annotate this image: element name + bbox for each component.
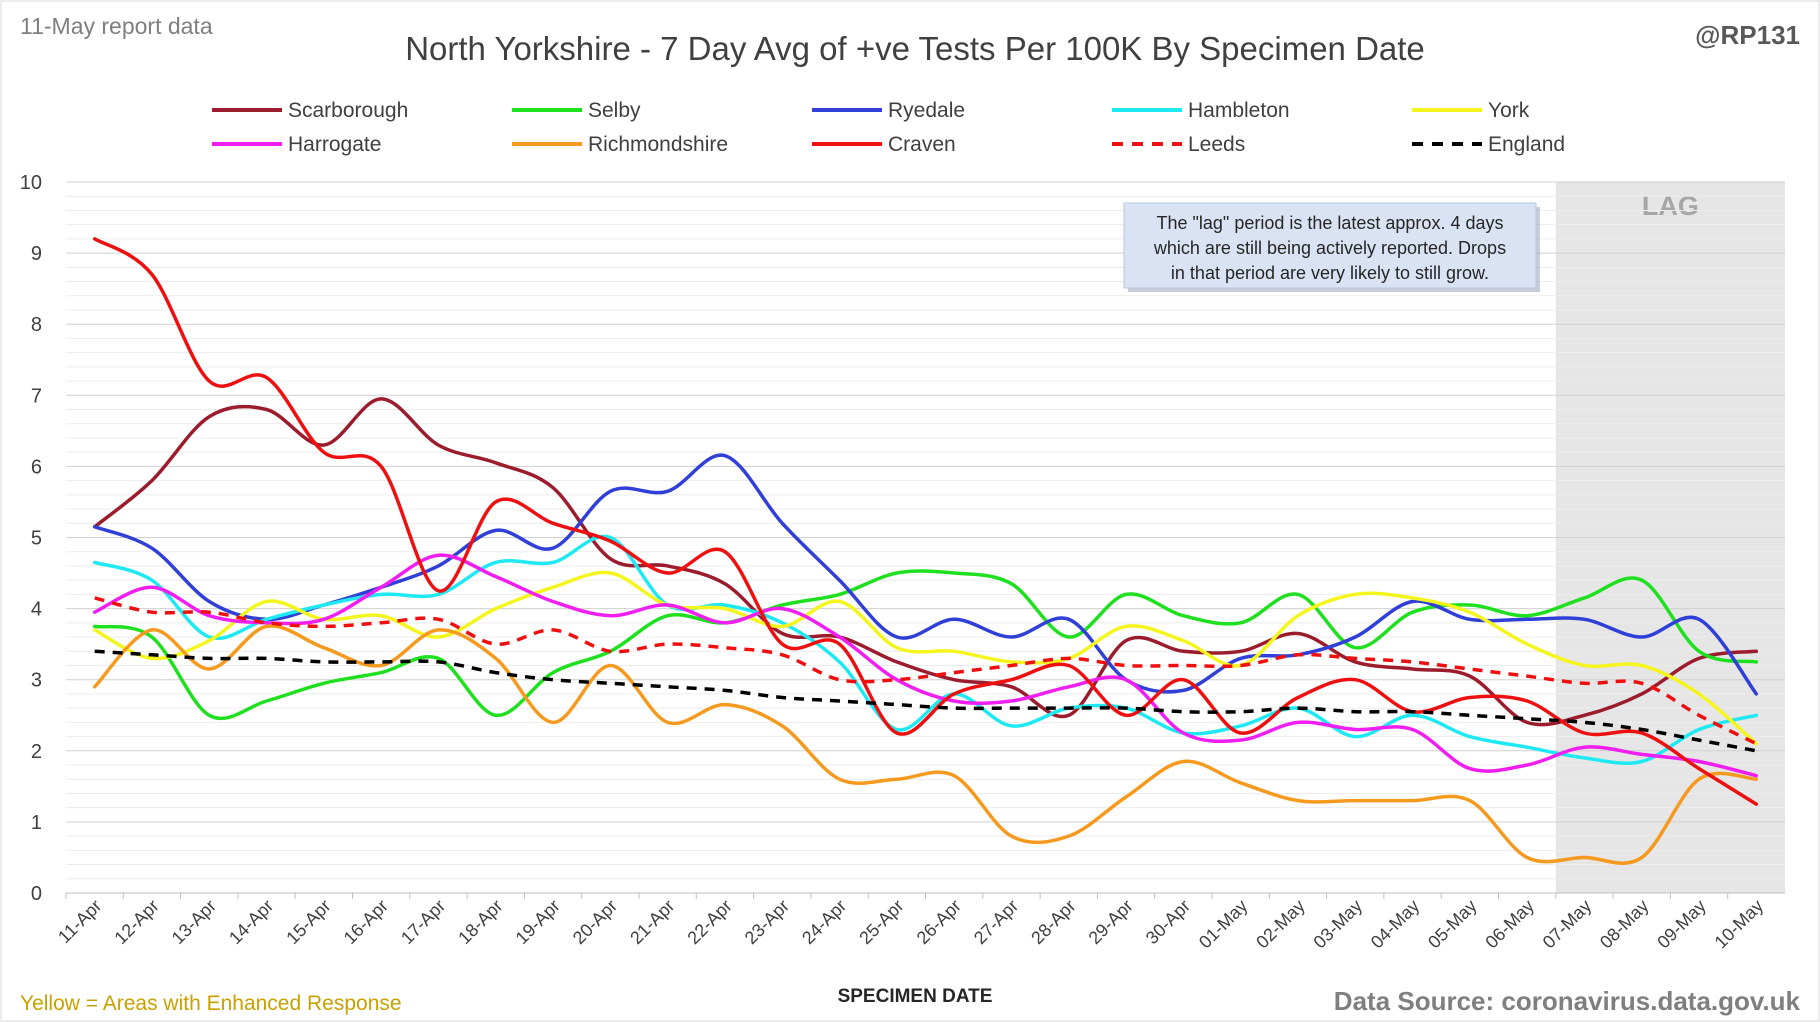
series-line-hambleton bbox=[92, 534, 1759, 766]
legend-label-hambleton: Hambleton bbox=[1188, 99, 1290, 122]
series-line-richmondshire bbox=[92, 624, 1759, 866]
y-tick-label: 5 bbox=[31, 528, 42, 550]
annotation-line-3: in that period are very likely to still … bbox=[1171, 263, 1489, 283]
annotation-box bbox=[1123, 202, 1537, 289]
series-line-england bbox=[94, 649, 1757, 753]
series-line-scarborough bbox=[92, 397, 1759, 727]
lag-label: LAG bbox=[1642, 191, 1699, 221]
y-tick-label: 6 bbox=[31, 456, 42, 478]
y-tick-label: 0 bbox=[31, 883, 42, 905]
legend: Scarborough Selby Ryedale Hambleton York Harr… bbox=[212, 99, 1565, 156]
y-tick-label: 9 bbox=[31, 243, 42, 265]
y-tick-label: 1 bbox=[31, 812, 42, 834]
y-tick-label: 3 bbox=[31, 670, 42, 692]
legend-label-york: York bbox=[1488, 99, 1530, 122]
legend-label-selby: Selby bbox=[588, 99, 641, 122]
legend-label-ryedale: Ryedale bbox=[888, 99, 965, 122]
y-tick-label: 2 bbox=[31, 741, 42, 763]
enhanced-response-note: Yellow = Areas with Enhanced Response bbox=[20, 992, 402, 1015]
legend-label-leeds: Leeds bbox=[1188, 133, 1245, 156]
series-line-selby bbox=[92, 569, 1759, 721]
x-axis-title: SPECIMEN DATE bbox=[838, 986, 993, 1007]
chart-title: North Yorkshire - 7 Day Avg of +ve Tests… bbox=[405, 30, 1425, 67]
data-source-note: Data Source: coronavirus.data.gov.uk bbox=[1334, 986, 1801, 1016]
report-date-label: 11-May report data bbox=[20, 13, 213, 39]
series-line-york bbox=[92, 570, 1759, 746]
series-line-craven bbox=[92, 237, 1759, 806]
legend-label-scarborough: Scarborough bbox=[288, 99, 408, 122]
y-tick-label: 4 bbox=[31, 599, 42, 621]
author-handle: @RP131 bbox=[1695, 20, 1800, 50]
legend-label-england: England bbox=[1488, 133, 1565, 156]
series-lines bbox=[92, 237, 1759, 866]
legend-label-harrogate: Harrogate bbox=[288, 133, 381, 156]
y-tick-label: 10 bbox=[20, 172, 42, 194]
annotation-line-2: which are still being actively reported.… bbox=[1153, 238, 1506, 258]
y-tick-label: 7 bbox=[31, 385, 42, 407]
annotation-line-1: The "lag" period is the latest approx. 4… bbox=[1157, 213, 1504, 233]
series-line-leeds bbox=[94, 596, 1758, 746]
series-line-harrogate bbox=[92, 553, 1759, 778]
legend-label-craven: Craven bbox=[888, 133, 956, 156]
gridlines bbox=[66, 181, 1785, 880]
y-axis-ticks: 0 1 2 3 4 5 6 7 8 9 10 bbox=[20, 172, 42, 905]
lag-annotation: The "lag" period is the latest approx. 4… bbox=[1123, 202, 1540, 292]
y-tick-label: 8 bbox=[31, 314, 42, 336]
legend-label-richmondshire: Richmondshire bbox=[588, 133, 728, 156]
